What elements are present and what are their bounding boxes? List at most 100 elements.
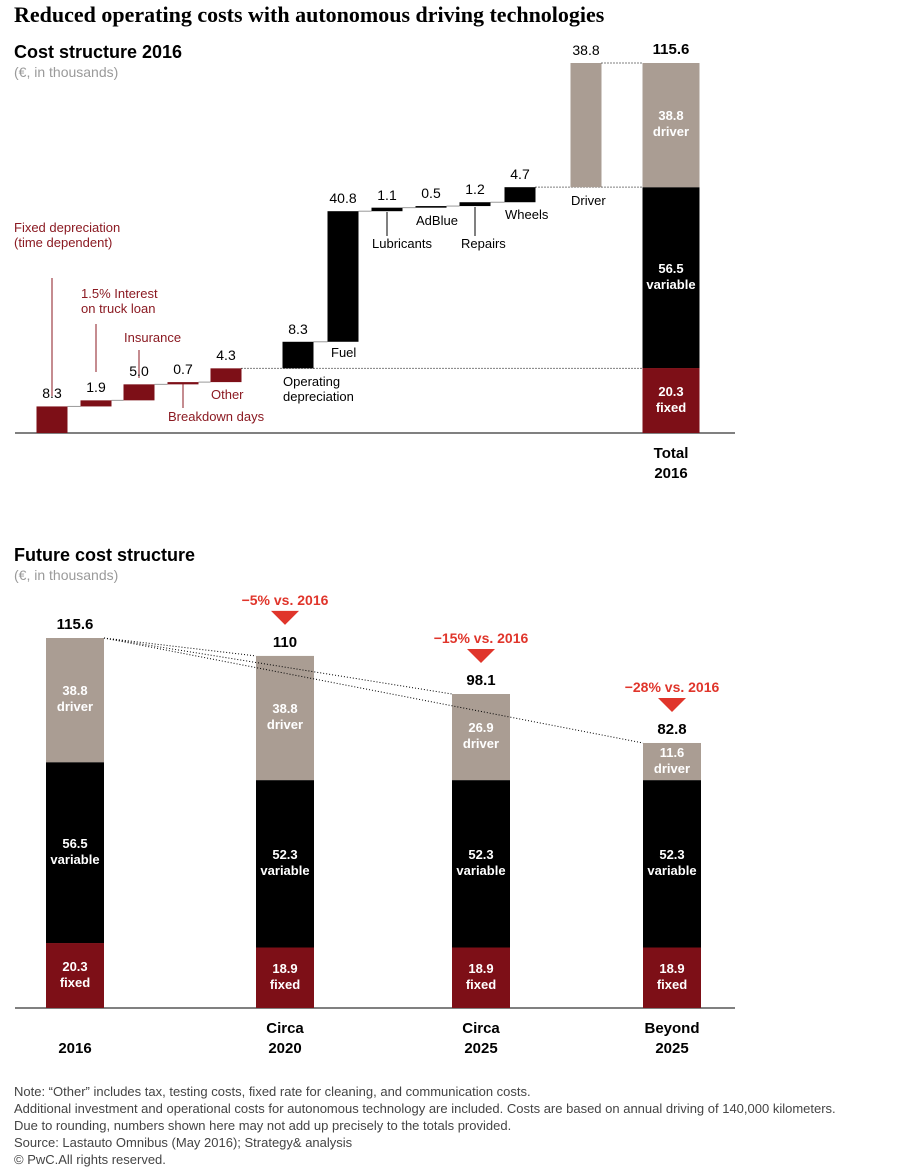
chart-subtitle: (€, in thousands) — [14, 64, 119, 80]
x-tick-label: Beyond 2025 — [644, 1020, 700, 1057]
category-label: Fixed depreciation (time dependent) — [14, 220, 121, 250]
bar-segment — [46, 762, 104, 944]
segment-name: fixed — [655, 399, 687, 415]
value-label: 38.8 — [572, 42, 600, 58]
change-label: −5% vs. 2016 — [241, 591, 329, 608]
category-label: Other — [211, 387, 244, 402]
category-label: 1.5% Interest on truck loan — [81, 286, 158, 316]
waterfall-bar — [36, 406, 68, 433]
waterfall-bar — [327, 211, 359, 342]
segment-value: 56.5 — [62, 835, 88, 851]
waterfall-bar — [371, 207, 403, 212]
segment-value: 18.9 — [468, 960, 494, 976]
segment-name: driver — [462, 736, 500, 752]
segment-value: 38.8 — [62, 683, 88, 699]
x-tick-label: 2016 — [58, 1040, 92, 1057]
waterfall-bar — [210, 368, 242, 383]
category-label: Breakdown days — [168, 409, 265, 424]
total-segment — [642, 368, 700, 433]
bar-segment — [643, 742, 701, 781]
segment-value: 11.6 — [659, 744, 685, 760]
total-segment — [642, 187, 700, 369]
segment-name: driver — [653, 760, 691, 776]
segment-name: variable — [646, 276, 696, 292]
waterfall-bar — [123, 384, 155, 401]
bar-segment — [643, 780, 701, 948]
note-line: Note: “Other” includes tax, testing cost… — [14, 1084, 531, 1099]
note-line: Source: Lastauto Omnibus (May 2016); Str… — [14, 1135, 353, 1150]
value-label: 0.7 — [173, 361, 193, 378]
segment-value: 56.5 — [658, 260, 684, 276]
x-tick-label: Circa 2020 — [266, 1020, 304, 1057]
total-segment — [642, 63, 700, 188]
segment-name: variable — [456, 862, 506, 878]
segment-name: variable — [260, 862, 310, 878]
value-label: 8.3 — [288, 320, 308, 337]
segment-name: fixed — [59, 974, 91, 990]
segment-name: fixed — [269, 976, 301, 992]
segment-value: 26.9 — [468, 720, 494, 736]
waterfall-bar — [504, 187, 536, 203]
value-label: 8.3 — [42, 385, 62, 402]
change-arrow — [658, 697, 686, 712]
note-line: Additional investment and operational co… — [14, 1101, 836, 1116]
waterfall-bar — [415, 206, 447, 208]
total-label: Total 2016 — [653, 445, 689, 482]
segment-value: 20.3 — [658, 383, 684, 399]
note-line: Due to rounding, numbers shown here may … — [14, 1118, 512, 1133]
bar-segment — [256, 780, 314, 948]
change-label: −28% vs. 2016 — [624, 678, 720, 695]
value-label: 1.1 — [377, 186, 397, 203]
dotted-connector — [103, 637, 257, 657]
value-label: 40.8 — [329, 190, 357, 207]
value-label: 5.0 — [129, 363, 149, 380]
value-label: 0.5 — [421, 185, 441, 202]
bar-segment — [452, 780, 510, 948]
chart-subtitle: (€, in thousands) — [14, 567, 119, 583]
segment-name: fixed — [465, 976, 497, 992]
segment-name: driver — [652, 124, 690, 140]
bar-segment — [643, 947, 701, 1008]
bar-segment — [46, 638, 104, 763]
total-value: 115.6 — [56, 616, 94, 633]
note-line: © PwC.All rights reserved. — [14, 1152, 166, 1167]
chart-title: Cost structure 2016 — [14, 42, 183, 62]
change-label: −15% vs. 2016 — [433, 630, 529, 646]
value-label: 1.9 — [86, 379, 106, 396]
chart-title: Future cost structure — [14, 545, 196, 565]
total-value: 82.8 — [657, 720, 687, 738]
category-label: Driver — [571, 193, 606, 208]
bar-segment — [452, 947, 510, 1008]
waterfall-bar — [459, 202, 491, 207]
value-label: 1.2 — [465, 181, 485, 198]
segment-value: 52.3 — [468, 846, 494, 862]
x-tick-label: Circa 2025 — [462, 1020, 500, 1057]
waterfall-bar — [167, 382, 199, 385]
total-value: 110 — [272, 633, 298, 651]
segment-value: 20.3 — [62, 958, 88, 974]
change-arrow — [467, 649, 495, 664]
segment-value: 52.3 — [272, 846, 298, 862]
segment-value: 38.8 — [272, 701, 298, 717]
category-label: Repairs — [461, 236, 506, 251]
value-label: 4.7 — [510, 166, 530, 183]
bar-segment — [452, 694, 510, 781]
segment-name: variable — [647, 862, 697, 878]
bar-segment — [256, 947, 314, 1008]
segment-name: fixed — [656, 976, 688, 992]
notes: Note: “Other” includes tax, testing cost… — [14, 1083, 836, 1168]
segment-name: driver — [266, 717, 304, 733]
segment-name: driver — [56, 699, 94, 715]
category-label: AdBlue — [416, 213, 458, 228]
total-value: 115.6 — [652, 41, 690, 58]
waterfall-bar — [80, 400, 112, 407]
bar-segment — [46, 943, 104, 1008]
segment-value: 38.8 — [658, 108, 684, 124]
total-value: 98.1 — [466, 672, 496, 689]
segment-name: variable — [50, 851, 100, 867]
category-label: Wheels — [505, 207, 549, 222]
dotted-connector — [103, 637, 644, 744]
category-label: Insurance — [124, 330, 182, 345]
